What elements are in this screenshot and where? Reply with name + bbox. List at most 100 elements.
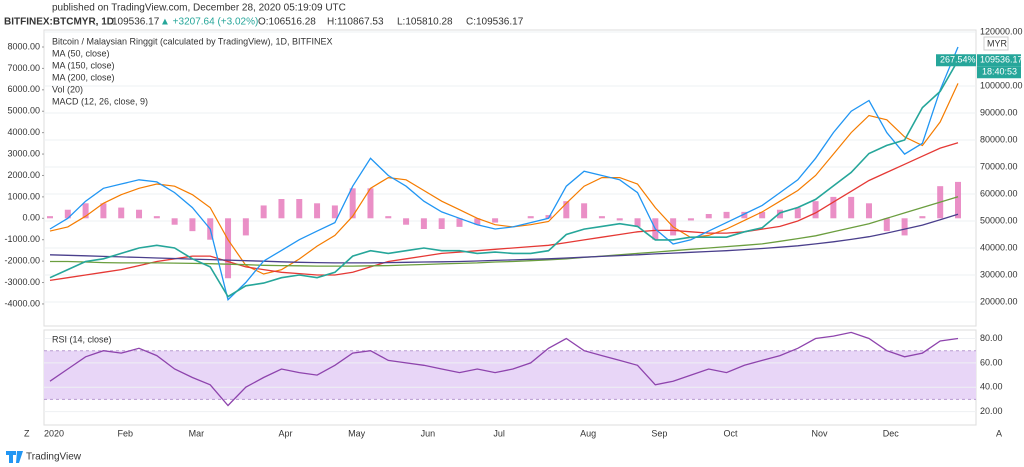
macd-histogram-bar — [420, 218, 427, 230]
rsi-band — [44, 350, 976, 400]
x-tick-label: Jul — [493, 428, 505, 438]
open: O:106516.28 — [258, 17, 316, 28]
x-tick-label: Aug — [580, 428, 596, 438]
macd-histogram-bar — [545, 215, 552, 219]
close: C:109536.17 — [466, 17, 524, 28]
macd-histogram-bar — [171, 218, 178, 225]
y-tick-label: 30000.00 — [980, 269, 1018, 279]
macd-histogram-bar — [527, 216, 534, 219]
legend-entry: MACD (12, 26, close, 9) — [52, 96, 148, 106]
series-line — [49, 331, 959, 407]
currency-box — [983, 36, 1009, 51]
x-tick-label: Feb — [117, 428, 133, 438]
series-line — [49, 142, 959, 282]
x-tick-label: Jun — [421, 428, 436, 438]
change-box — [936, 54, 976, 67]
macd-histogram-bar — [759, 211, 766, 219]
panel-title: RSI (14, close) — [52, 334, 112, 344]
macd-histogram-bar — [296, 199, 303, 219]
macd-histogram-bar — [64, 209, 71, 219]
macd-histogram-bar — [189, 218, 196, 232]
macd-histogram-bar — [830, 196, 837, 219]
macd-histogram-bar — [349, 188, 356, 219]
macd-histogram-bar — [136, 209, 143, 219]
currency: MYR — [987, 38, 1008, 48]
y2-tick-label: 1000.00 — [7, 191, 40, 201]
x-tick-label: Oct — [724, 428, 739, 438]
macd-histogram-bar — [794, 207, 801, 219]
y2-tick-label: 0.00 — [22, 213, 40, 223]
macd-histogram-bar — [634, 218, 641, 227]
macd-histogram-bar — [883, 218, 890, 232]
x-tick-label: Nov — [812, 428, 829, 438]
y-tick-label: 80.00 — [980, 333, 1003, 343]
macd-histogram-bar — [705, 214, 712, 219]
panel-title: Bitcoin / Malaysian Ringgit (calculated … — [52, 36, 332, 46]
macd-histogram-bar — [741, 211, 748, 219]
macd-histogram-bar — [955, 181, 961, 219]
macd-histogram-bar — [598, 216, 605, 219]
macd-histogram-bar — [331, 205, 338, 219]
macd-histogram-bar — [367, 188, 374, 219]
macd-histogram-bar — [812, 201, 819, 219]
symbol: BITFINEX:BTCMYR, 1D — [4, 17, 114, 28]
last-price: 109536.17 — [980, 55, 1023, 65]
y2-tick-label: 7000.00 — [7, 63, 40, 73]
macd-histogram-bar — [456, 218, 463, 227]
macd-histogram-bar — [385, 216, 392, 219]
y2-tick-label: -2000.00 — [4, 255, 40, 265]
x-tick-label: Apr — [278, 428, 292, 438]
x-tick-label: May — [348, 428, 366, 438]
macd-histogram-bar — [100, 203, 107, 219]
macd-histogram-bar — [47, 216, 53, 219]
y2-tick-label: 2000.00 — [7, 170, 40, 180]
macd-histogram-bar — [848, 196, 855, 219]
y-tick-label: 20000.00 — [980, 296, 1018, 306]
macd-histogram-bar — [153, 216, 160, 219]
y2-tick-label: 3000.00 — [7, 148, 40, 158]
y-tick-label: 80000.00 — [980, 134, 1018, 144]
y-tick-label: 60.00 — [980, 357, 1003, 367]
x-tick-label: 2020 — [44, 428, 64, 438]
x-tick-label: Mar — [189, 428, 205, 438]
macd-signal-line — [49, 83, 959, 275]
macd-histogram-bar — [314, 203, 321, 219]
y-tick-label: 50000.00 — [980, 215, 1018, 225]
y2-tick-label: 8000.00 — [7, 41, 40, 51]
macd-histogram-bar — [901, 218, 908, 236]
macd-histogram-bar — [225, 218, 232, 279]
macd-histogram-bar — [492, 218, 499, 223]
y-tick-label: 70000.00 — [980, 161, 1018, 171]
macd-histogram-bar — [865, 203, 872, 219]
macd-histogram-bar — [242, 218, 249, 236]
brand: TradingView — [26, 452, 82, 463]
high: H:110867.53 — [327, 17, 384, 28]
low: L:105810.28 — [397, 17, 453, 28]
legend-entry: MA (150, close) — [52, 60, 115, 70]
y2-tick-label: 6000.00 — [7, 84, 40, 94]
macd-histogram-bar — [260, 205, 267, 219]
legend-entry: MA (50, close) — [52, 48, 110, 58]
macd-histogram-bar — [403, 218, 410, 225]
legend-entry: Vol (20) — [52, 84, 83, 94]
timezone-button[interactable]: Z — [24, 428, 30, 438]
y-tick-label: 20.00 — [980, 406, 1003, 416]
published: published on TradingView.com, December 2… — [52, 3, 346, 14]
macd-histogram-bar — [438, 218, 445, 230]
change-label: 267.54% — [940, 55, 976, 65]
x-tick-label: Sep — [651, 428, 667, 438]
macd-histogram-bar — [687, 218, 694, 221]
macd-histogram-bar — [581, 203, 588, 219]
y-tick-label: 40000.00 — [980, 242, 1018, 252]
countdown-box — [977, 66, 1021, 79]
auto-button[interactable]: A — [996, 428, 1002, 438]
y-tick-label: 40.00 — [980, 382, 1003, 392]
y-tick-label: 90000.00 — [980, 107, 1018, 117]
x-tick-label: Dec — [883, 428, 900, 438]
macd-histogram-bar — [776, 209, 783, 219]
main-panel — [43, 29, 977, 327]
macd-histogram-bar — [919, 216, 926, 219]
last: 109536.17 — [112, 17, 160, 28]
macd-histogram-bar — [82, 203, 89, 219]
